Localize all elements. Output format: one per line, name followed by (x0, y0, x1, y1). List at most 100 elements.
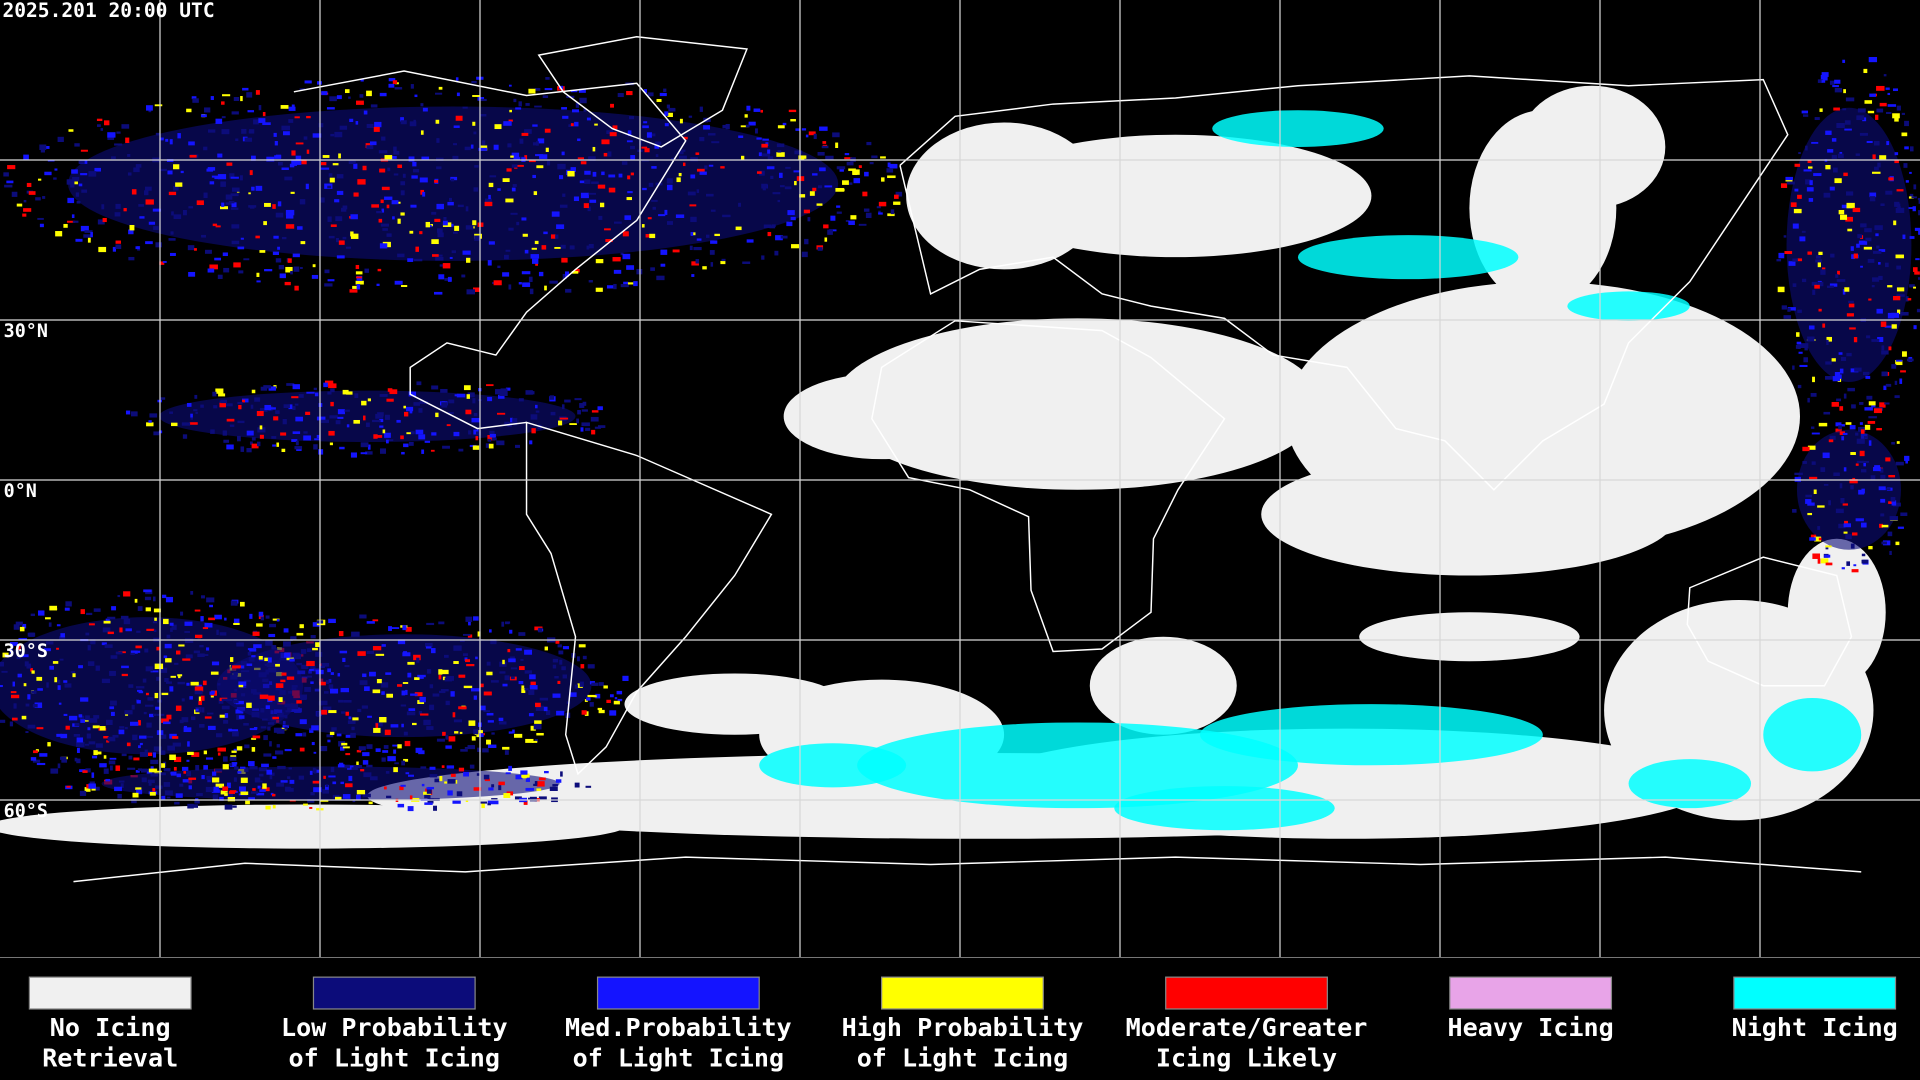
icing-speck (529, 440, 533, 445)
icing-speck (480, 114, 487, 117)
icing-speck (430, 648, 436, 654)
icing-field (67, 106, 839, 261)
icing-speck (1821, 80, 1826, 83)
icing-speck (448, 197, 453, 202)
icing-speck (177, 133, 181, 139)
icing-speck (290, 703, 299, 710)
icing-speck (1895, 359, 1903, 362)
icing-speck (313, 751, 317, 754)
icing-speck (472, 220, 477, 226)
icing-speck (400, 190, 405, 196)
icing-speck (281, 448, 286, 453)
icing-speck (88, 741, 96, 745)
icing-speck (262, 112, 266, 117)
icing-speck (392, 216, 395, 220)
icing-speck (626, 265, 635, 270)
icing-speck (524, 155, 528, 160)
icing-speck (414, 677, 420, 681)
icing-speck (679, 155, 687, 159)
icing-speck (109, 757, 117, 760)
icing-speck (561, 107, 568, 110)
icing-speck (201, 775, 205, 780)
icing-speck (353, 419, 360, 424)
icing-speck (363, 110, 368, 115)
icing-speck (231, 729, 239, 732)
icing-speck (200, 595, 205, 599)
icing-speck (1883, 488, 1891, 491)
icing-speck (38, 610, 45, 616)
icing-speck (350, 233, 359, 239)
icing-speck (1865, 237, 1872, 242)
icing-speck (27, 694, 31, 700)
icing-speck (487, 744, 497, 748)
icing-speck (351, 726, 355, 731)
icing-speck (641, 146, 648, 149)
icing-speck (1872, 277, 1880, 282)
icing-speck (265, 640, 273, 646)
icing-speck (893, 201, 901, 205)
icing-speck (284, 652, 291, 658)
icing-speck (1863, 246, 1872, 250)
icing-speck (738, 135, 744, 138)
icing-speck (466, 289, 476, 295)
legend-label: of Light Icing (857, 1044, 1069, 1073)
icing-speck (224, 793, 228, 796)
icing-speck (377, 268, 382, 272)
icing-speck (688, 115, 693, 118)
icing-speck (525, 103, 530, 106)
icing-speck (886, 168, 894, 173)
icing-speck (1907, 298, 1912, 301)
icing-speck (11, 191, 18, 197)
icing-speck (894, 194, 899, 199)
icing-speck (533, 191, 538, 196)
icing-speck (325, 784, 329, 790)
icing-speck (268, 386, 277, 391)
icing-speck (536, 781, 545, 787)
icing-speck (166, 714, 172, 720)
icing-speck (174, 756, 182, 763)
icing-speck (824, 185, 833, 188)
icing-speck (557, 163, 566, 170)
icing-speck (522, 233, 528, 237)
icing-speck (273, 235, 279, 239)
icing-speck (1834, 79, 1841, 84)
icing-speck (710, 262, 714, 267)
lat-label: 30°N (4, 321, 48, 342)
icing-speck (740, 155, 745, 161)
icing-speck (85, 715, 90, 721)
icing-speck (299, 719, 307, 725)
icing-speck (285, 224, 295, 229)
icing-speck (555, 640, 560, 644)
icing-speck (1853, 253, 1858, 259)
icing-speck (770, 175, 774, 179)
icing-speck (489, 175, 497, 178)
icing-speck (235, 709, 244, 714)
icing-speck (201, 234, 207, 238)
icing-speck (451, 223, 454, 227)
icing-speck (212, 223, 218, 227)
icing-speck (169, 252, 176, 256)
icing-speck (169, 622, 174, 626)
icing-speck (42, 196, 46, 199)
icing-speck (21, 654, 29, 658)
icing-speck (510, 212, 518, 215)
icing-speck (1852, 207, 1861, 213)
icing-speck (330, 388, 335, 393)
icing-speck (696, 168, 705, 172)
icing-speck (45, 617, 51, 620)
icing-speck (1841, 436, 1845, 441)
icing-speck (1850, 452, 1856, 456)
icing-speck (748, 121, 756, 126)
icing-speck (260, 386, 268, 391)
icing-speck (1857, 108, 1866, 113)
icing-speck (442, 263, 451, 269)
icing-speck (349, 289, 358, 293)
icing-speck (426, 726, 434, 730)
icing-speck (144, 648, 149, 653)
icing-speck (150, 670, 159, 673)
icing-speck (127, 172, 132, 176)
icing-speck (1861, 460, 1869, 463)
icing-speck (388, 83, 395, 88)
icing-speck (203, 750, 208, 755)
icing-speck (486, 671, 493, 676)
